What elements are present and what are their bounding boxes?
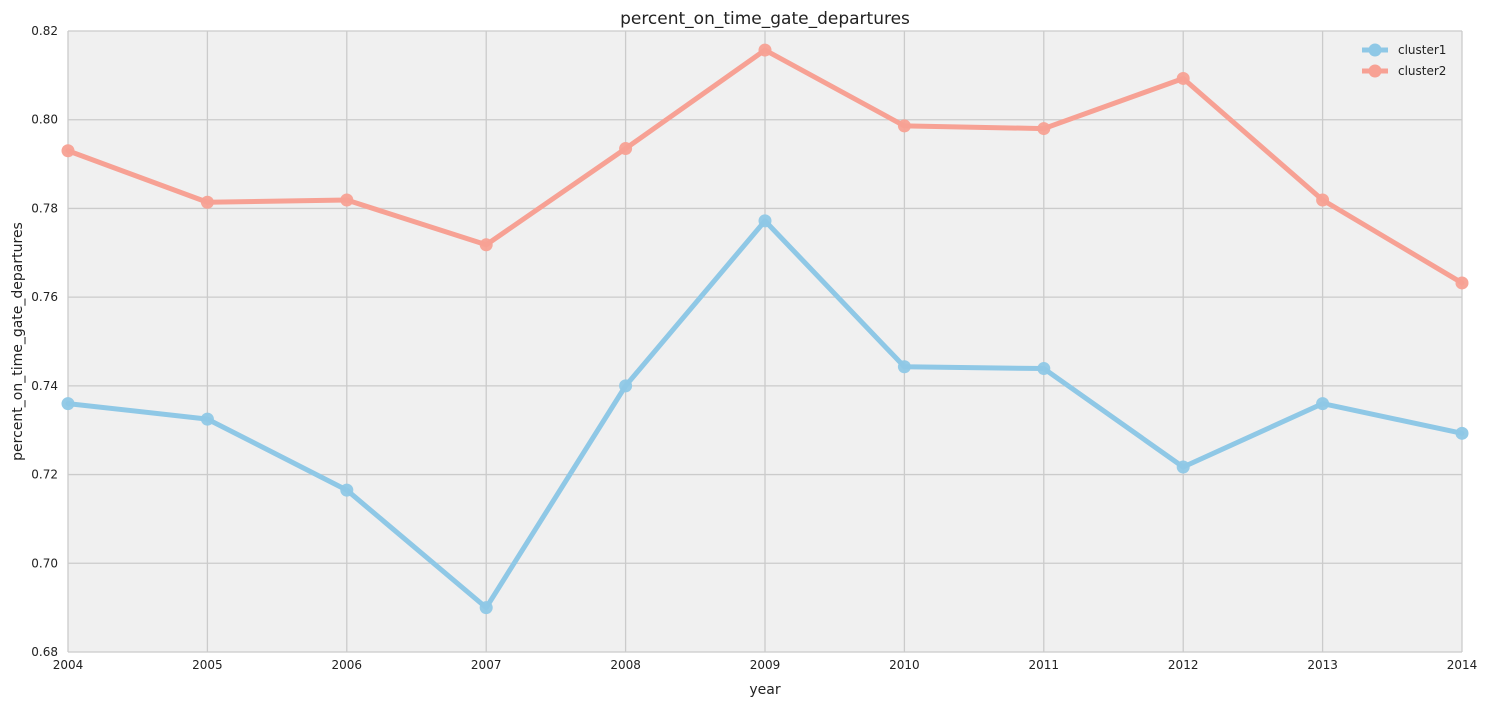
data-point-cluster2 — [200, 195, 214, 209]
data-point-cluster2 — [1037, 122, 1051, 136]
legend-label: cluster1 — [1398, 43, 1446, 57]
data-point-cluster2 — [340, 193, 354, 207]
data-point-cluster1 — [61, 397, 75, 411]
data-point-cluster1 — [758, 214, 772, 228]
x-tick-label: 2005 — [192, 658, 223, 672]
x-tick-label: 2009 — [750, 658, 781, 672]
x-tick-label: 2011 — [1029, 658, 1060, 672]
data-point-cluster1 — [340, 483, 354, 497]
data-point-cluster1 — [619, 379, 633, 393]
x-tick-label: 2010 — [889, 658, 920, 672]
legend-label: cluster2 — [1398, 64, 1446, 78]
series-layer — [61, 43, 1469, 615]
data-point-cluster2 — [619, 142, 633, 156]
x-tick-label: 2008 — [610, 658, 641, 672]
y-tick-label: 0.78 — [31, 201, 58, 215]
x-axis-label: year — [749, 682, 780, 698]
y-tick-label: 0.82 — [31, 24, 58, 38]
data-point-cluster2 — [1455, 276, 1469, 290]
data-point-cluster2 — [1316, 193, 1330, 207]
x-tick-label: 2014 — [1447, 658, 1478, 672]
data-point-cluster2 — [897, 119, 911, 133]
data-point-cluster2 — [479, 238, 493, 252]
y-tick-labels: 0.68 0.70 0.72 0.74 0.76 0.78 0.80 0.82 — [31, 24, 58, 659]
series-cluster2 — [61, 43, 1469, 290]
legend-item-cluster2: cluster2 — [1362, 64, 1446, 78]
data-point-cluster1 — [200, 412, 214, 426]
y-tick-label: 0.76 — [31, 290, 58, 304]
x-tick-label: 2004 — [53, 658, 84, 672]
data-point-cluster1 — [1176, 460, 1190, 474]
chart-title: percent_on_time_gate_departures — [620, 9, 910, 29]
x-tick-labels: 2004 2005 2006 2007 2008 2009 2010 2011 2012 2013… — [53, 658, 1478, 672]
y-axis-label: percent_on_time_gate_departures — [10, 222, 26, 461]
x-tick-label: 2006 — [332, 658, 363, 672]
x-tick-label: 2013 — [1307, 658, 1338, 672]
data-point-cluster2 — [61, 144, 75, 158]
data-point-cluster2 — [758, 43, 772, 57]
legend-swatch-marker — [1368, 64, 1382, 78]
data-point-cluster1 — [1037, 362, 1051, 376]
y-tick-label: 0.70 — [31, 556, 58, 570]
y-tick-label: 0.80 — [31, 113, 58, 127]
y-tick-label: 0.68 — [31, 645, 58, 659]
y-tick-label: 0.74 — [31, 379, 58, 393]
x-tick-label: 2007 — [471, 658, 502, 672]
data-point-cluster1 — [1316, 397, 1330, 411]
data-point-cluster1 — [1455, 426, 1469, 440]
legend: cluster1 cluster2 — [1362, 43, 1446, 78]
data-point-cluster1 — [897, 360, 911, 374]
series-cluster1 — [61, 214, 1469, 615]
data-point-cluster1 — [479, 601, 493, 615]
x-tick-label: 2012 — [1168, 658, 1199, 672]
legend-item-cluster1: cluster1 — [1362, 43, 1446, 57]
data-point-cluster2 — [1176, 71, 1190, 85]
legend-swatch-marker — [1368, 43, 1382, 57]
y-tick-label: 0.72 — [31, 468, 58, 482]
